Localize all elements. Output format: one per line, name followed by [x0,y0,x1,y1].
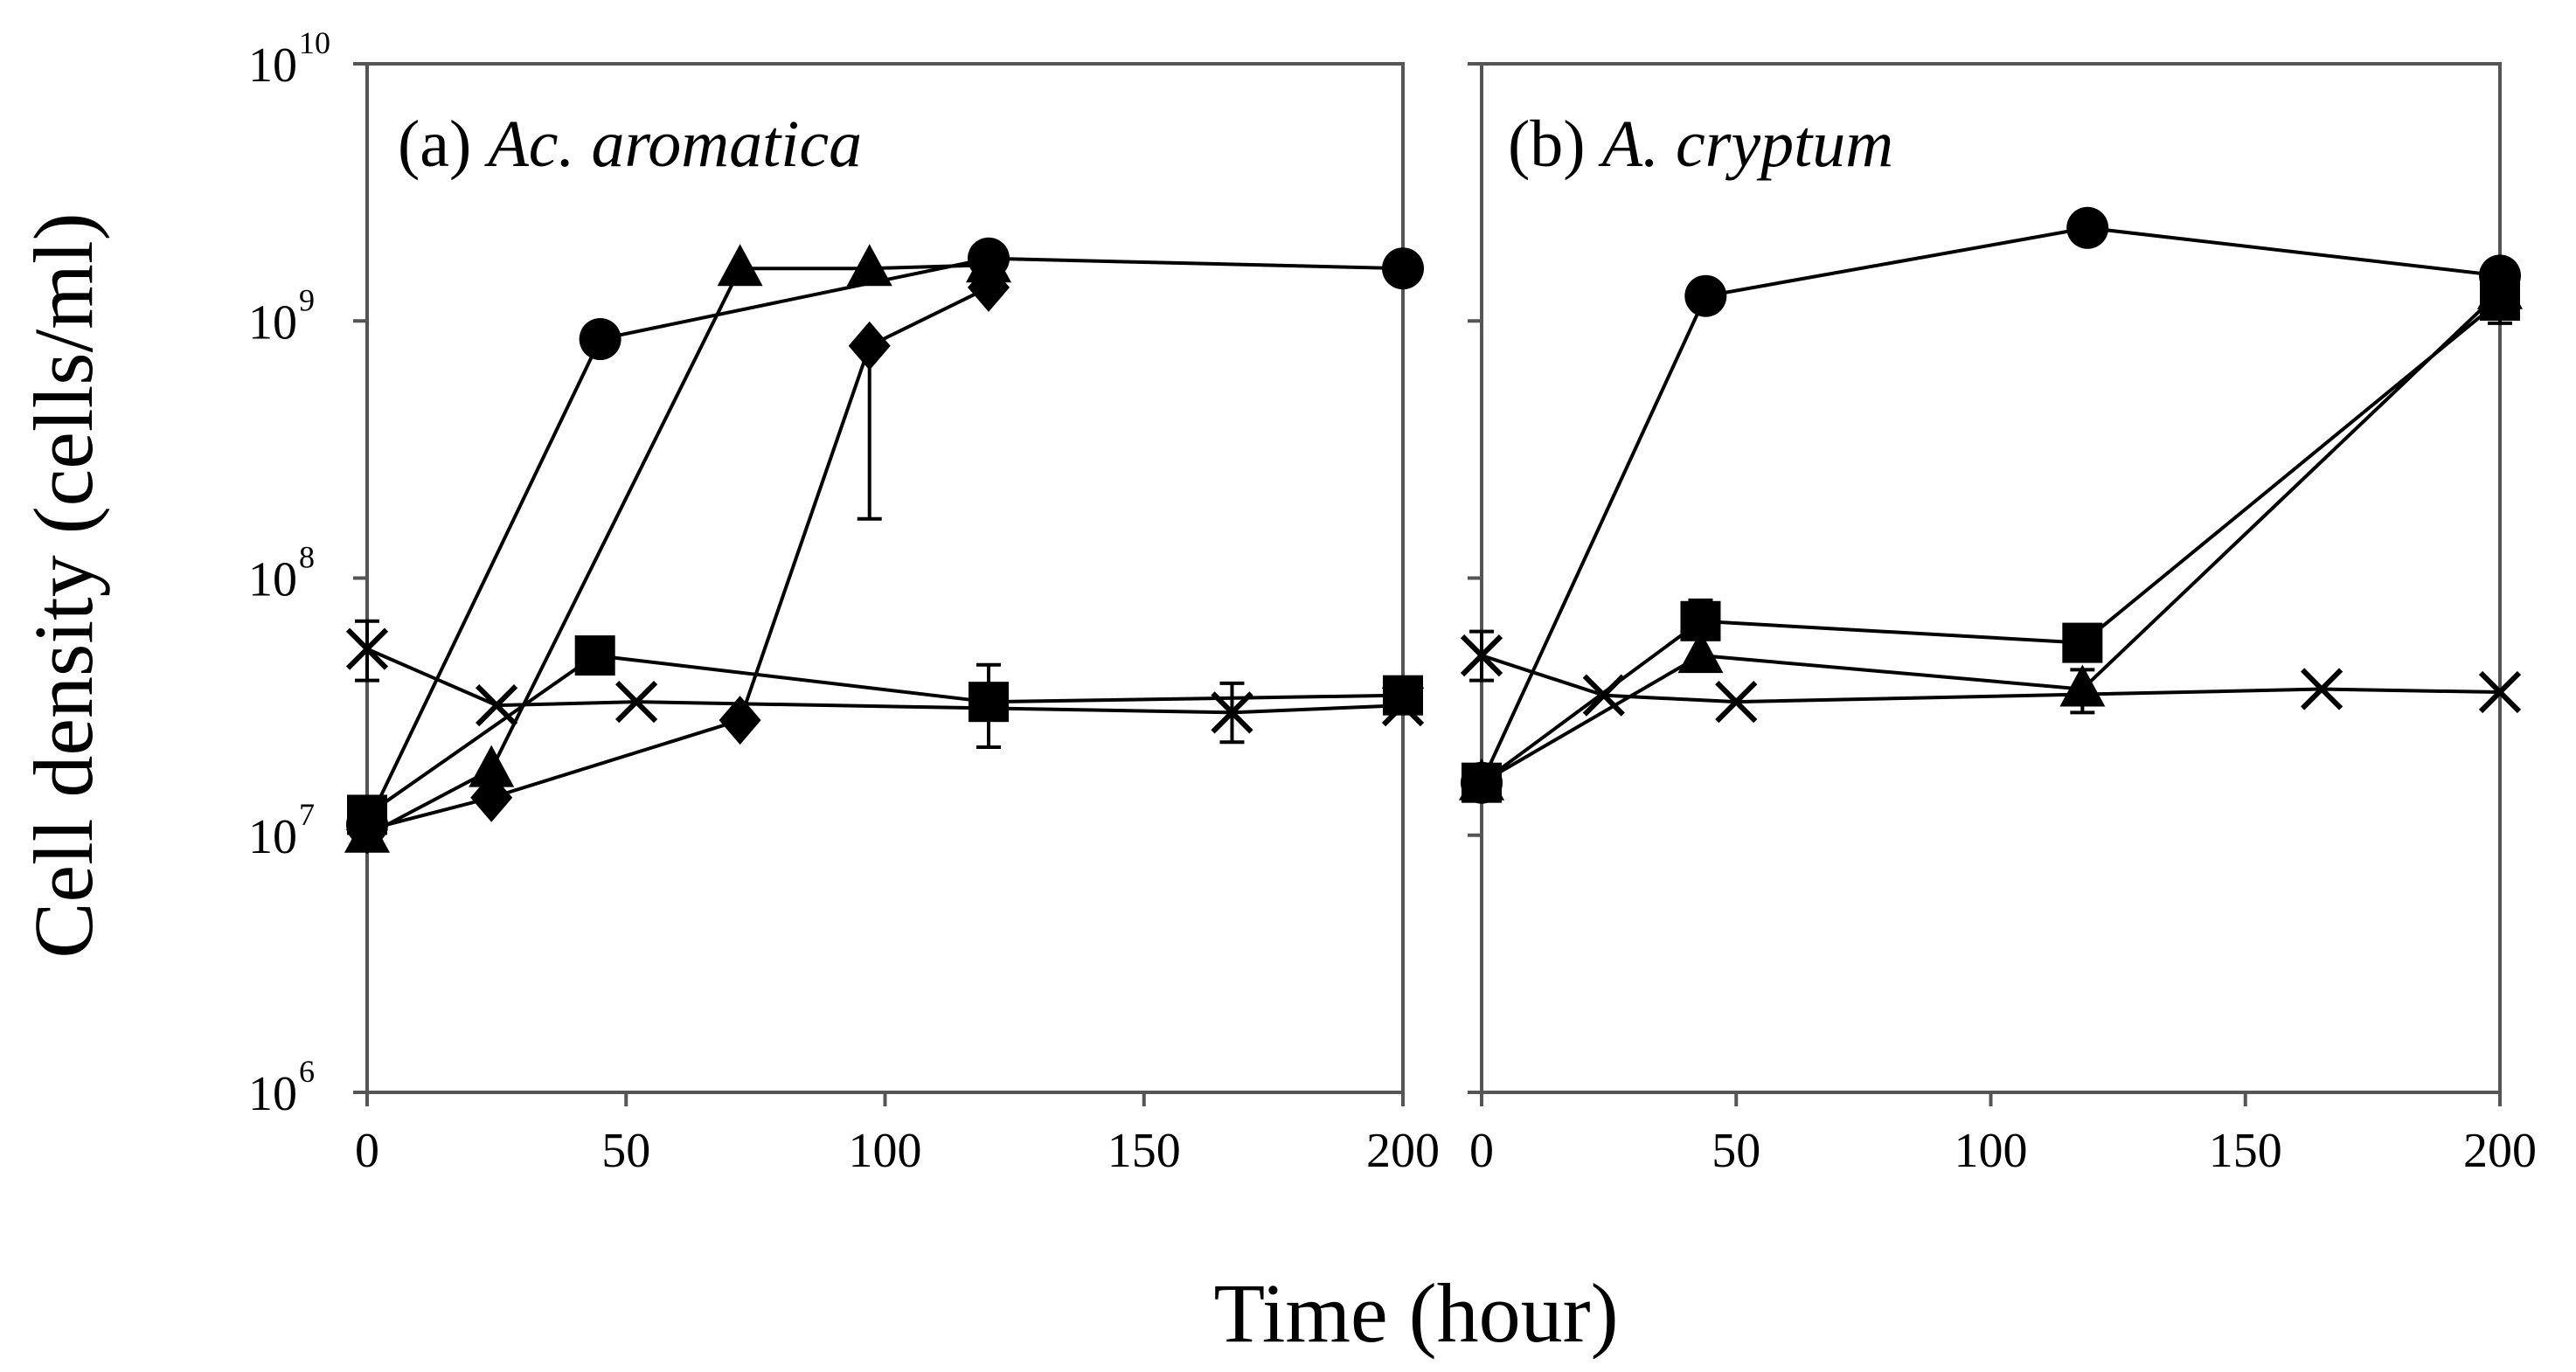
panel-title: (b) A. cryptum [1508,107,1893,181]
data-point [1460,634,1503,677]
data-point [2062,622,2103,663]
series-triangle [1459,267,2523,800]
y-tick-label: 10 [248,295,297,350]
x-tick-label: 100 [849,1124,922,1178]
data-point [719,696,761,745]
series-square [1462,280,2520,803]
data-point [469,745,515,787]
series-cross [345,619,1425,745]
panel-title-prefix: (a) [398,107,488,181]
y-tick-exponent: 7 [299,797,315,832]
data-point [2478,670,2522,714]
data-point [614,681,658,724]
y-tick-label: 10 [248,1067,297,1121]
data-point [2477,267,2523,309]
data-point [1211,691,1253,734]
data-point [470,773,513,822]
x-tick-label: 150 [1107,1124,1181,1178]
y-axis-label: Cell density (cells/ml) [17,212,110,958]
data-point [848,321,891,371]
plot-frame [1480,62,2502,1094]
data-point [1459,758,1504,800]
x-tick-label: 50 [1712,1124,1760,1178]
panel-title-prefix: (b) [1508,107,1602,181]
x-tick-label: 100 [1955,1124,2028,1178]
y-tick-exponent: 9 [299,282,315,317]
x-tick-label: 50 [601,1124,650,1178]
series-circle [346,237,1424,846]
series-line [365,654,1404,817]
data-point [2066,206,2109,249]
panel-b: 0 50 100 150 200 (b) A. cryptum [1459,62,2537,1178]
series-line [1480,225,2501,784]
series-line [366,647,1404,715]
x-axis-label: Time (hour) [1213,1266,1618,1360]
x-tick-label: 150 [2209,1124,2282,1178]
y-tick-label: 10 [248,38,297,93]
data-point [1715,681,1758,724]
y-tick-exponent: 8 [299,540,315,575]
x-tick-label: 0 [355,1124,379,1178]
data-point [2059,664,2106,707]
data-point [846,244,892,287]
series-line [1480,299,2502,785]
data-point [966,240,1011,283]
panel-title: (a) Ac. aromatica [398,107,862,181]
data-point [1381,683,1425,727]
series-cross [1460,629,2522,724]
data-point [969,682,1009,723]
x-tick-label: 200 [1366,1124,1440,1178]
data-point [1677,631,1724,674]
data-point [345,627,389,670]
data-point [2301,668,2343,710]
y-tick-exponent: 6 [299,1054,315,1089]
data-point [476,683,518,727]
data-point [579,318,621,361]
series-line [365,256,1404,826]
data-point [347,794,387,835]
data-point [1383,675,1423,716]
data-point [717,244,763,287]
y-tick-label: 10 [248,810,297,864]
data-point [1582,674,1625,717]
y-tick-label: 10 [248,553,297,607]
data-point [574,635,615,676]
plot-frame [365,62,1405,1094]
data-point [1684,274,1727,317]
data-point [1382,247,1424,290]
series-diamond [346,262,1010,855]
data-point [968,262,1010,312]
series-line [1480,290,2502,785]
panel-title-species: A. cryptum [1598,107,1893,181]
x-tick-label: 0 [1469,1124,1494,1178]
x-tick-label: 200 [2463,1124,2537,1178]
y-tick-exponent: 10 [299,25,330,60]
panel-title-species: Ac. aromatica [483,107,862,181]
